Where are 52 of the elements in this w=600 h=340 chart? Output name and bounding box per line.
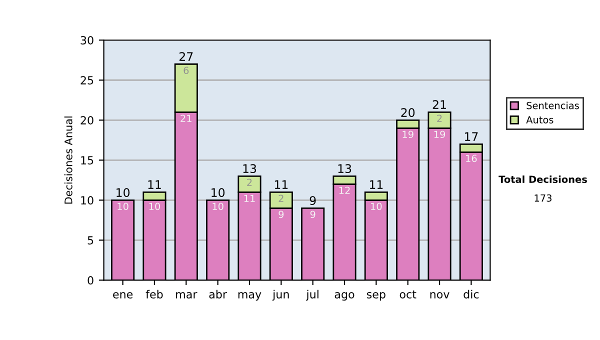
total-label: 13 bbox=[243, 164, 256, 174]
data-label: 6 bbox=[184, 66, 189, 74]
x-tick-label: abr bbox=[209, 290, 228, 298]
data-label: 9 bbox=[278, 210, 284, 218]
x-tick-label: ago bbox=[334, 292, 354, 301]
legend-label: Autos bbox=[526, 116, 554, 124]
data-label: 2 bbox=[278, 194, 284, 202]
y-tick-label: 5 bbox=[88, 236, 94, 245]
data-label: 10 bbox=[149, 202, 160, 210]
data-label: 11 bbox=[244, 194, 255, 202]
x-tick-label: jun bbox=[272, 290, 289, 301]
data-label: 2 bbox=[437, 114, 442, 122]
y-tick-label: 15 bbox=[81, 156, 94, 165]
x-tick-label: sep bbox=[366, 292, 386, 301]
y-tick-label: 25 bbox=[80, 76, 94, 85]
data-label: 10 bbox=[118, 202, 128, 210]
data-label: 19 bbox=[402, 130, 414, 138]
text: 173 bbox=[534, 194, 552, 202]
x-tick-label: ene bbox=[113, 292, 133, 298]
total-label: 9 bbox=[310, 196, 316, 206]
y-tick-label: 20 bbox=[80, 116, 94, 125]
x-tick-label: mar bbox=[176, 292, 198, 298]
total-label: 27 bbox=[180, 52, 193, 61]
data-label: 10 bbox=[371, 202, 382, 210]
y-tick-label: 30 bbox=[80, 36, 94, 44]
data-label: 21 bbox=[180, 114, 192, 122]
legend-label: Sentencias bbox=[526, 102, 579, 110]
total-label: 11 bbox=[370, 180, 383, 189]
y-axis-title: Decisiones Anual bbox=[64, 116, 72, 204]
x-tick-label: nov bbox=[430, 292, 450, 298]
data-label: 2 bbox=[247, 178, 252, 186]
total-label: 11 bbox=[274, 180, 288, 189]
x-tick-label: dic bbox=[464, 290, 479, 298]
total-label: 10 bbox=[212, 188, 225, 198]
x-tick-label: jul bbox=[306, 290, 318, 301]
y-tick-label: 10 bbox=[81, 196, 94, 205]
total-label: 10 bbox=[116, 188, 130, 198]
total-label: 20 bbox=[401, 108, 415, 118]
data-label: 9 bbox=[310, 210, 316, 218]
data-label: 10 bbox=[212, 202, 224, 210]
total-label: 17 bbox=[464, 132, 478, 141]
data-label: 12 bbox=[339, 186, 350, 194]
y-tick-label: 0 bbox=[88, 276, 94, 285]
x-tick-label: feb bbox=[146, 290, 163, 298]
x-tick-label: oct bbox=[400, 290, 416, 298]
text: Total Decisiones bbox=[498, 175, 587, 184]
x-tick-label: may bbox=[238, 292, 262, 301]
data-label: 16 bbox=[466, 154, 477, 162]
total-label: 13 bbox=[338, 164, 352, 174]
total-label: 11 bbox=[148, 180, 161, 189]
data-label: 19 bbox=[434, 130, 446, 138]
total-label: 21 bbox=[432, 100, 446, 109]
